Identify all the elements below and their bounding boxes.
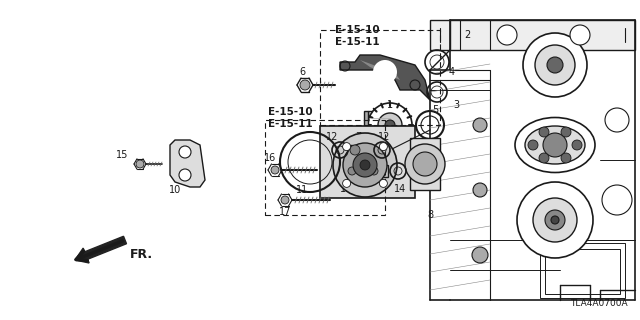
Polygon shape	[340, 55, 430, 100]
Circle shape	[543, 133, 567, 157]
Circle shape	[342, 180, 351, 188]
Circle shape	[413, 152, 437, 176]
Circle shape	[545, 210, 565, 230]
Ellipse shape	[525, 126, 585, 164]
Bar	[368, 111, 390, 139]
Circle shape	[561, 153, 571, 163]
Circle shape	[561, 127, 571, 137]
Bar	[364, 111, 368, 139]
Circle shape	[535, 45, 575, 85]
Ellipse shape	[515, 117, 595, 172]
Circle shape	[281, 196, 289, 204]
Circle shape	[539, 153, 549, 163]
Polygon shape	[170, 140, 205, 187]
Bar	[540, 243, 625, 298]
Text: TLA4A0700A: TLA4A0700A	[570, 299, 628, 308]
Text: 7: 7	[355, 132, 361, 142]
Text: 9: 9	[371, 184, 377, 194]
Text: 15: 15	[116, 150, 128, 160]
Circle shape	[528, 140, 538, 150]
Circle shape	[378, 113, 402, 137]
Text: 5: 5	[432, 105, 438, 115]
Circle shape	[551, 216, 559, 224]
Circle shape	[348, 167, 356, 175]
Circle shape	[385, 120, 395, 130]
Circle shape	[333, 133, 397, 197]
Circle shape	[472, 247, 488, 263]
Circle shape	[570, 25, 590, 45]
Circle shape	[517, 182, 593, 258]
Text: 2: 2	[464, 30, 470, 40]
Text: 12: 12	[378, 132, 390, 142]
Text: 12: 12	[326, 132, 338, 142]
Circle shape	[342, 143, 351, 151]
Bar	[320, 126, 415, 198]
Circle shape	[136, 160, 144, 168]
Circle shape	[405, 144, 445, 184]
Bar	[320, 30, 440, 125]
Circle shape	[343, 143, 387, 187]
Bar	[545, 249, 620, 294]
Circle shape	[523, 33, 587, 97]
Circle shape	[533, 198, 577, 242]
Circle shape	[179, 169, 191, 181]
Bar	[410, 138, 440, 190]
Text: E-15-11: E-15-11	[268, 119, 312, 129]
Circle shape	[473, 118, 487, 132]
Text: E-15-10: E-15-10	[335, 25, 380, 35]
Circle shape	[572, 140, 582, 150]
Bar	[350, 145, 375, 155]
Text: 1: 1	[387, 100, 393, 110]
Text: E-15-11: E-15-11	[335, 37, 380, 47]
Bar	[348, 165, 366, 177]
Circle shape	[360, 160, 370, 170]
Circle shape	[370, 167, 378, 175]
Circle shape	[473, 183, 487, 197]
Circle shape	[179, 146, 191, 158]
Text: 13: 13	[340, 184, 352, 194]
Circle shape	[497, 25, 517, 45]
Circle shape	[539, 127, 549, 137]
Text: 14: 14	[394, 184, 406, 194]
Text: 3: 3	[453, 100, 459, 110]
Circle shape	[300, 80, 310, 90]
Circle shape	[380, 180, 387, 188]
Text: 16: 16	[264, 153, 276, 163]
Circle shape	[373, 60, 397, 84]
Circle shape	[350, 145, 360, 155]
Bar	[430, 20, 635, 50]
Bar	[370, 165, 388, 177]
Circle shape	[380, 143, 387, 151]
Text: 4: 4	[449, 67, 455, 77]
Circle shape	[353, 153, 377, 177]
FancyArrow shape	[75, 236, 127, 263]
Text: E-15-10: E-15-10	[268, 107, 312, 117]
Text: 10: 10	[169, 185, 181, 195]
Text: 11: 11	[296, 185, 308, 195]
Text: 6: 6	[299, 67, 305, 77]
Bar	[265, 120, 385, 215]
Circle shape	[368, 103, 412, 147]
Circle shape	[271, 166, 279, 174]
Text: 8: 8	[427, 210, 433, 220]
Circle shape	[547, 57, 563, 73]
Text: FR.: FR.	[130, 247, 153, 260]
Polygon shape	[360, 60, 400, 80]
Text: 17: 17	[279, 207, 291, 217]
